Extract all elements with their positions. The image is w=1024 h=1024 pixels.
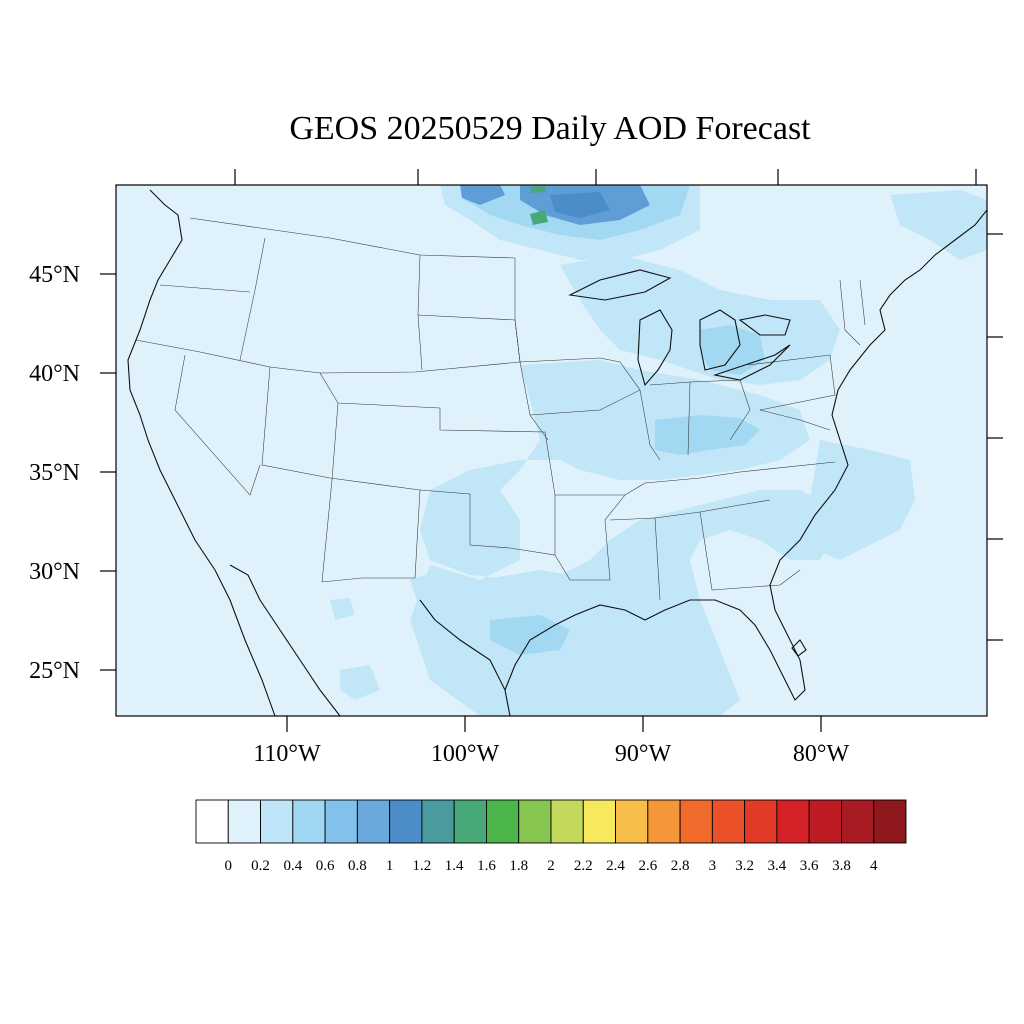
colorbar-swatch bbox=[486, 799, 520, 844]
lon-label: 100°W bbox=[431, 741, 500, 767]
aod-region-canada-peak bbox=[550, 192, 610, 218]
lat-label: 25°N bbox=[29, 658, 80, 684]
colorbar-swatch bbox=[550, 799, 584, 844]
lon-label: 90°W bbox=[615, 741, 672, 767]
colorbar-swatch bbox=[195, 799, 229, 844]
aod-region-ohio bbox=[655, 415, 760, 455]
aod-region-green bbox=[530, 186, 548, 225]
colorbar-label: 3 bbox=[709, 858, 717, 874]
colorbar-label: 1.4 bbox=[445, 858, 464, 874]
colorbar-label: 4 bbox=[870, 858, 878, 874]
colorbar-label: 2.2 bbox=[574, 858, 593, 874]
colorbar: 0 0.2 0.4 0.6 0.8 1 1.2 1.4 1.6 1.8 2 2.2 2.4 2.6 2.8 3… bbox=[195, 799, 907, 874]
colorbar-swatch bbox=[260, 799, 294, 844]
colorbar-swatch bbox=[679, 799, 713, 844]
colorbar-swatch bbox=[324, 799, 358, 844]
colorbar-label: 1.2 bbox=[413, 858, 432, 874]
lat-label: 30°N bbox=[29, 559, 80, 585]
aod-region-atlantic bbox=[810, 440, 915, 560]
left-ticks bbox=[100, 273, 116, 671]
colorbar-label: 0.4 bbox=[283, 858, 302, 874]
aod-region-michigan bbox=[700, 325, 765, 375]
lat-label: 45°N bbox=[29, 262, 80, 288]
lon-labels: 110°W 100°W 90°W 80°W bbox=[253, 741, 849, 767]
colorbar-label: 2 bbox=[547, 858, 555, 874]
aod-region-ne-canada bbox=[890, 190, 987, 260]
top-ticks bbox=[234, 169, 977, 185]
colorbar-swatch bbox=[744, 799, 778, 844]
colorbar-label: 1.6 bbox=[477, 858, 496, 874]
colorbar-swatch bbox=[356, 799, 391, 844]
colorbar-label: 0.2 bbox=[251, 858, 270, 874]
lat-label: 40°N bbox=[29, 361, 80, 387]
colorbar-label: 3.6 bbox=[800, 858, 819, 874]
aod-region-texas bbox=[490, 615, 570, 655]
colorbar-swatch bbox=[841, 799, 875, 844]
colorbar-swatch bbox=[227, 799, 261, 844]
colorbar-label: 1 bbox=[386, 858, 394, 874]
map-frame bbox=[115, 184, 988, 717]
colorbar-label: 3.2 bbox=[735, 858, 754, 874]
colorbar-label: 1.8 bbox=[509, 858, 528, 874]
lon-label: 110°W bbox=[253, 741, 321, 767]
colorbar-swatch bbox=[647, 799, 681, 844]
colorbar-label: 0.6 bbox=[316, 858, 335, 874]
colorbar-label: 3.8 bbox=[832, 858, 851, 874]
colorbar-label: 2.8 bbox=[671, 858, 690, 874]
map-title: GEOS 20250529 Daily AOD Forecast bbox=[289, 110, 811, 147]
colorbar-swatch bbox=[615, 799, 649, 844]
colorbar-label: 0.8 bbox=[348, 858, 367, 874]
colorbar-swatch bbox=[389, 799, 423, 844]
aod-region-mexico bbox=[330, 598, 380, 700]
lat-labels: 45°N 40°N 35°N 30°N 25°N bbox=[29, 262, 80, 684]
colorbar-swatch bbox=[582, 799, 616, 844]
colorbar-swatch bbox=[873, 799, 907, 844]
colorbar-swatch bbox=[808, 799, 842, 844]
lat-label: 35°N bbox=[29, 460, 80, 486]
colorbar-swatch bbox=[292, 799, 326, 844]
colorbar-label: 3.4 bbox=[768, 858, 787, 874]
state-borders bbox=[135, 217, 866, 601]
aod-field bbox=[330, 185, 987, 716]
colorbar-swatch bbox=[776, 799, 810, 844]
bottom-ticks bbox=[286, 716, 822, 732]
colorbar-label: 2.6 bbox=[638, 858, 657, 874]
colorbar-label: 0 bbox=[225, 858, 233, 874]
colorbar-label: 2.4 bbox=[606, 858, 625, 874]
colorbar-swatch bbox=[421, 799, 455, 844]
right-ticks bbox=[987, 233, 1003, 641]
aod-region-gulf bbox=[410, 565, 720, 716]
coastlines bbox=[127, 189, 987, 716]
colorbar-swatch bbox=[518, 799, 552, 844]
lon-label: 80°W bbox=[793, 741, 850, 767]
colorbar-swatch bbox=[711, 799, 746, 844]
colorbar-swatch bbox=[453, 799, 487, 844]
